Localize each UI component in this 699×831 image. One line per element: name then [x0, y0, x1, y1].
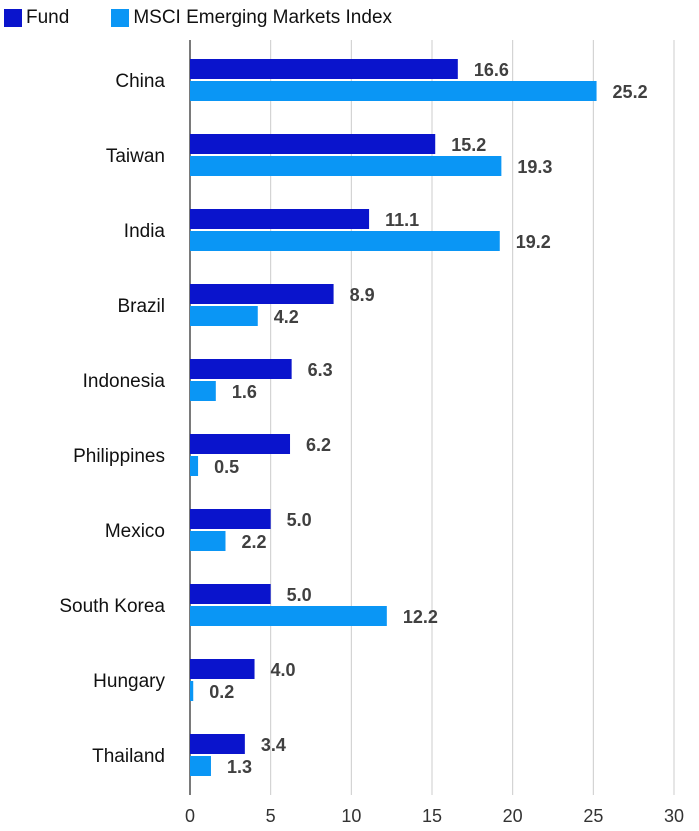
bar-indonesia-fund [190, 359, 292, 379]
bar-hungary-fund [190, 659, 255, 679]
bar-china-fund [190, 59, 458, 79]
x-tick-label-20: 20 [503, 806, 523, 826]
x-tick-label-30: 30 [664, 806, 684, 826]
data-label-india-msci: 19.2 [516, 232, 551, 252]
bar-mexico-msci [190, 531, 226, 551]
data-label-china-msci: 25.2 [613, 82, 648, 102]
bar-thailand-msci [190, 756, 211, 776]
category-label-thailand: Thailand [92, 746, 165, 767]
bar-thailand-fund [190, 734, 245, 754]
category-label-china: China [115, 71, 165, 92]
bar-south-korea-msci [190, 606, 387, 626]
legend-item-fund: Fund [4, 7, 69, 29]
x-tick-label-5: 5 [266, 806, 276, 826]
category-label-philippines: Philippines [73, 446, 165, 467]
category-label-brazil: Brazil [117, 296, 165, 317]
legend-item-msci: MSCI Emerging Markets Index [111, 7, 392, 29]
data-label-mexico-msci: 2.2 [241, 532, 266, 552]
legend: Fund MSCI Emerging Markets Index [4, 6, 434, 30]
x-tick-label-25: 25 [583, 806, 603, 826]
x-tick-label-0: 0 [185, 806, 195, 826]
data-label-philippines-fund: 6.2 [306, 435, 331, 455]
data-label-hungary-msci: 0.2 [209, 682, 234, 702]
category-label-hungary: Hungary [93, 671, 165, 692]
legend-label-fund: Fund [26, 7, 70, 28]
bar-india-msci [190, 231, 500, 251]
bar-brazil-fund [190, 284, 334, 304]
bar-china-msci [190, 81, 597, 101]
bar-taiwan-fund [190, 134, 436, 154]
bar-india-fund [190, 209, 370, 229]
data-label-mexico-fund: 5.0 [287, 510, 312, 530]
data-label-india-fund: 11.1 [385, 210, 419, 230]
legend-label-msci: MSCI Emerging Markets Index [133, 7, 393, 28]
bar-hungary-msci [190, 681, 194, 701]
data-label-indonesia-fund: 6.3 [308, 360, 333, 380]
data-label-south-korea-msci: 12.2 [403, 607, 438, 627]
category-label-india: India [124, 221, 166, 242]
category-label-taiwan: Taiwan [106, 146, 165, 167]
x-tick-label-15: 15 [422, 806, 442, 826]
legend-swatch-msci [111, 9, 130, 27]
data-label-hungary-fund: 4.0 [271, 660, 296, 680]
bar-taiwan-msci [190, 156, 502, 176]
category-label-indonesia: Indonesia [83, 371, 166, 392]
data-label-indonesia-msci: 1.6 [232, 382, 257, 402]
data-label-china-fund: 16.6 [474, 60, 509, 80]
bar-philippines-fund [190, 434, 291, 454]
legend-swatch-fund [4, 9, 22, 27]
data-label-thailand-msci: 1.3 [227, 757, 252, 777]
data-label-taiwan-fund: 15.2 [451, 135, 486, 155]
data-label-south-korea-fund: 5.0 [287, 585, 312, 605]
data-label-brazil-fund: 8.9 [350, 285, 375, 305]
category-label-south-korea: South Korea [59, 596, 165, 617]
bar-brazil-msci [190, 306, 258, 326]
category-label-mexico: Mexico [105, 521, 165, 542]
data-label-brazil-msci: 4.2 [274, 307, 299, 327]
bar-philippines-msci [190, 456, 199, 476]
data-label-taiwan-msci: 19.3 [517, 157, 552, 177]
bar-mexico-fund [190, 509, 271, 529]
bar-indonesia-msci [190, 381, 216, 401]
x-tick-label-10: 10 [341, 806, 361, 826]
data-label-philippines-msci: 0.5 [214, 457, 239, 477]
data-label-thailand-fund: 3.4 [261, 735, 286, 755]
bar-south-korea-fund [190, 584, 271, 604]
